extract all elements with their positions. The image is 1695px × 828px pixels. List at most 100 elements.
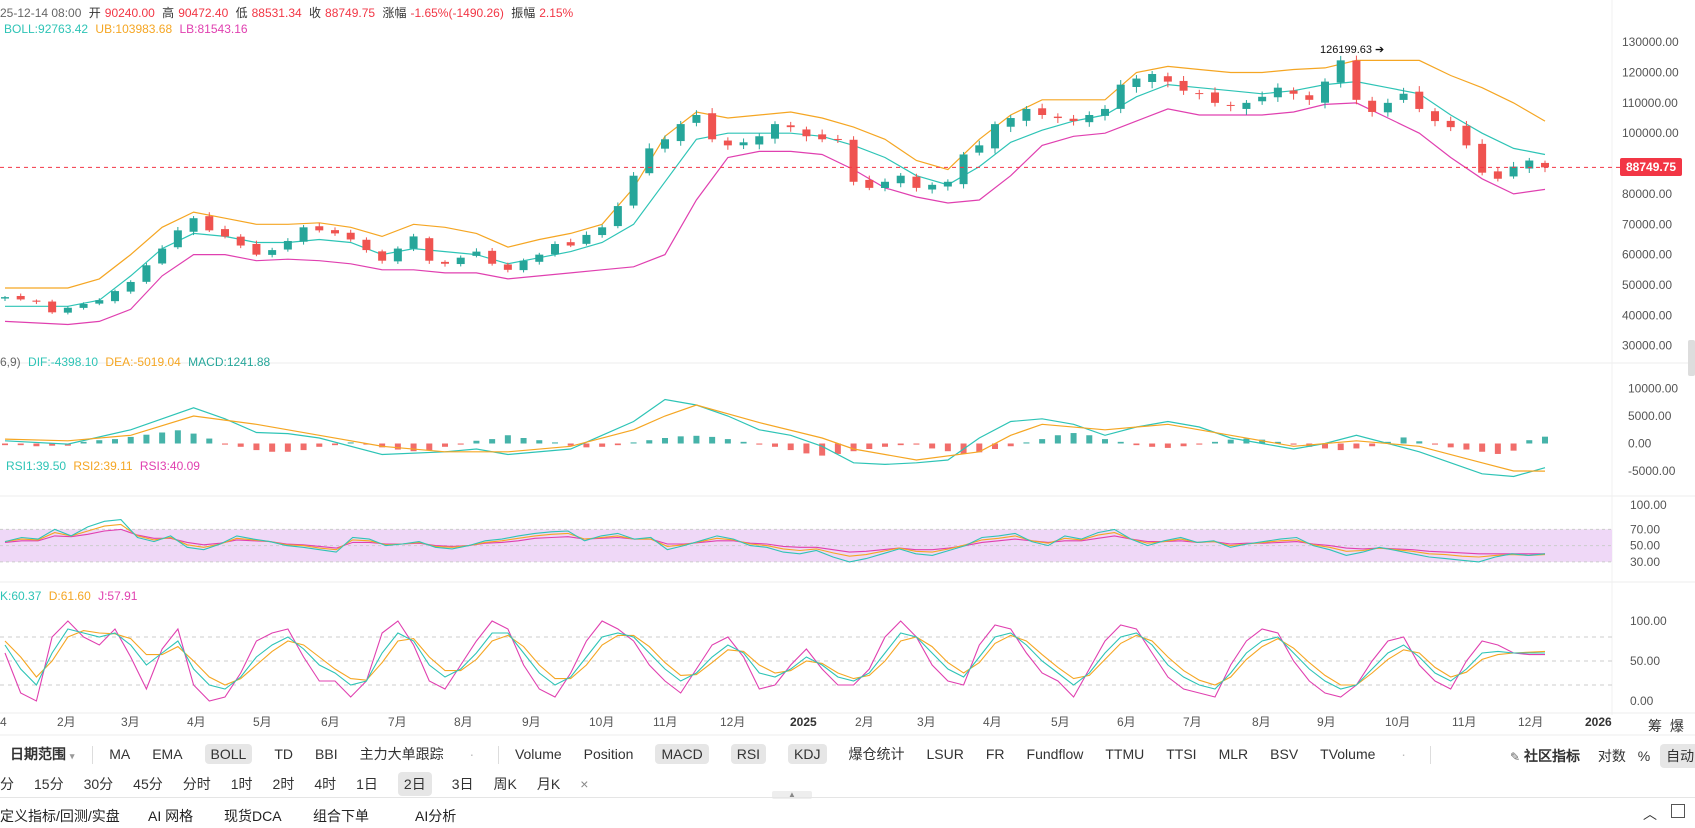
sub-indicator-rsi[interactable]: RSI — [730, 744, 767, 764]
price-tick-label: 120000.00 — [1622, 66, 1679, 80]
peak-price-value: 126199.63 — [1320, 44, 1372, 56]
sub-indicator-bsv[interactable]: BSV — [1270, 746, 1299, 762]
interval-4时[interactable]: 4时 — [314, 776, 337, 792]
interval-3日[interactable]: 3日 — [451, 776, 474, 792]
candle-body — [48, 301, 57, 313]
main-indicator-ma[interactable]: MA — [109, 746, 131, 762]
interval-1时[interactable]: 1时 — [230, 776, 253, 792]
rsi-tick-label: 30.00 — [1630, 555, 1660, 569]
macd-histogram-bar — [1102, 439, 1108, 444]
interval-分时[interactable]: 分时 — [182, 776, 211, 792]
liquidation-label[interactable]: 爆 — [1669, 718, 1684, 734]
macd-histogram-bar — [112, 439, 118, 444]
candle-body — [1399, 93, 1408, 100]
interval-1日[interactable]: 1日 — [356, 776, 378, 792]
price-tick-label: 110000.00 — [1622, 96, 1678, 110]
expand-icon[interactable] — [1671, 804, 1685, 818]
main-indicator-bbi[interactable]: BBI — [315, 746, 338, 762]
sub-indicator-ttsi[interactable]: TTSI — [1166, 746, 1197, 762]
candle-body — [425, 238, 434, 261]
interval-月K[interactable]: 月K — [536, 776, 561, 792]
divider — [92, 746, 94, 765]
candle-body — [1085, 115, 1094, 123]
bottom-bar: ︿ 定义指标/回测/实盘 AI 网格 现货DCA 组合下单 AI分析 — [0, 797, 1695, 828]
x-tick-label: 7月 — [388, 715, 407, 729]
auto-scale-button[interactable]: 自动 — [1660, 744, 1695, 768]
macd-histogram-bar — [693, 435, 700, 444]
main-indicator-主力大单跟踪[interactable]: 主力大单跟踪 — [359, 746, 444, 762]
main-indicator-td[interactable]: TD — [274, 746, 294, 762]
sub-indicator-kdj[interactable]: KDJ — [788, 744, 827, 764]
interval-toolbar: 分 15分 30分 45分 分时 1时 2时 4时 1日 2日 3日 周K 月K × — [0, 772, 588, 796]
candle-body — [1431, 111, 1439, 122]
macd-histogram-bar — [1196, 443, 1203, 445]
chip-label[interactable]: 筹 — [1648, 718, 1662, 734]
candle-body — [1022, 108, 1031, 121]
sub-indicator-volume[interactable]: Volume — [514, 746, 562, 762]
macd-histogram-bar — [457, 443, 464, 445]
candle-body — [881, 181, 889, 188]
x-tick-label: 2月 — [57, 715, 76, 729]
sub-indicator-爆仓统计[interactable]: 爆仓统计 — [848, 746, 905, 762]
dea-value: DEA:-5019.04 — [105, 355, 181, 369]
candle-body — [645, 148, 654, 174]
macd-histogram-bar — [787, 443, 794, 451]
candle-body — [142, 265, 151, 282]
community-indicators-button[interactable]: 社区指标 — [1523, 748, 1580, 764]
sub-indicator-lsur[interactable]: LSUR — [926, 746, 964, 762]
sub-indicator-fr[interactable]: FR — [985, 746, 1005, 762]
percent-scale-button[interactable]: % — [1637, 748, 1651, 764]
main-indicator-boll[interactable]: BOLL — [204, 744, 253, 764]
macd-dif-line — [4, 398, 1546, 478]
sub-indicator-tvolume[interactable]: TVolume — [1320, 746, 1376, 762]
bottom-tool-4[interactable]: AI分析 — [415, 808, 457, 824]
sub-indicator-ttmu[interactable]: TTMU — [1105, 746, 1145, 762]
macd-histogram-bar — [740, 441, 747, 444]
bottom-tool-2[interactable]: 现货DCA — [224, 808, 282, 824]
candle-body — [362, 239, 371, 251]
main-indicator-ema[interactable]: EMA — [152, 746, 183, 762]
interval-15分[interactable]: 15分 — [34, 776, 64, 792]
log-scale-button[interactable]: 对数 — [1597, 748, 1626, 764]
price-tick-label: 50000.00 — [1622, 278, 1672, 292]
macd-histogram-bar — [803, 443, 810, 454]
change-value: -1.65%(-1490.26) — [410, 6, 504, 20]
bottom-tool-0[interactable]: 定义指标/回测/实盘 — [0, 808, 120, 824]
interval-30分[interactable]: 30分 — [83, 776, 114, 792]
sub-indicator-macd[interactable]: MACD — [655, 744, 709, 764]
sub-indicator-fundflow[interactable]: Fundflow — [1026, 746, 1084, 762]
close-icon[interactable]: × — [580, 776, 589, 792]
candle-body — [943, 181, 952, 187]
high-value: 90472.40 — [178, 6, 229, 20]
macd-histogram-bar — [1274, 441, 1281, 444]
bottom-tool-3[interactable]: 组合下单 — [313, 808, 369, 824]
rsi-tick-label: 50.00 — [1630, 539, 1660, 553]
interval-45分[interactable]: 45分 — [133, 776, 163, 792]
candle-body — [79, 303, 88, 308]
more-icon[interactable]: · — [1401, 746, 1406, 762]
date-range-button[interactable]: 日期范围 ▾ — [10, 744, 74, 764]
interval-周K[interactable]: 周K — [493, 776, 517, 792]
candle-body — [1258, 96, 1267, 102]
sub-indicator-position[interactable]: Position — [583, 746, 634, 762]
candle-body — [1006, 118, 1015, 127]
sub-indicator-mlr[interactable]: MLR — [1218, 746, 1249, 762]
collapse-handle[interactable]: ▲ — [772, 791, 812, 799]
kdj-tick-label: 50.00 — [1630, 654, 1660, 668]
close-value: 88749.75 — [325, 6, 376, 20]
rsi2-value: RSI2:39.11 — [73, 459, 133, 473]
rsi-tick-label: 100.00 — [1630, 498, 1667, 512]
candle-body — [456, 257, 465, 265]
candle-body — [1116, 84, 1125, 109]
interval-分[interactable]: 分 — [0, 776, 14, 792]
candle-body — [32, 300, 41, 302]
chevron-up-icon[interactable]: ︿ — [1643, 806, 1657, 822]
edit-icon[interactable]: ✎ — [1510, 750, 1521, 764]
bottom-tool-1[interactable]: AI 网格 — [148, 808, 194, 824]
interval-2日[interactable]: 2日 — [397, 772, 432, 796]
interval-2时[interactable]: 2时 — [272, 776, 295, 792]
candle-body — [1541, 162, 1549, 168]
right-edge-handle[interactable] — [1688, 340, 1695, 376]
more-icon[interactable]: · — [469, 746, 475, 762]
